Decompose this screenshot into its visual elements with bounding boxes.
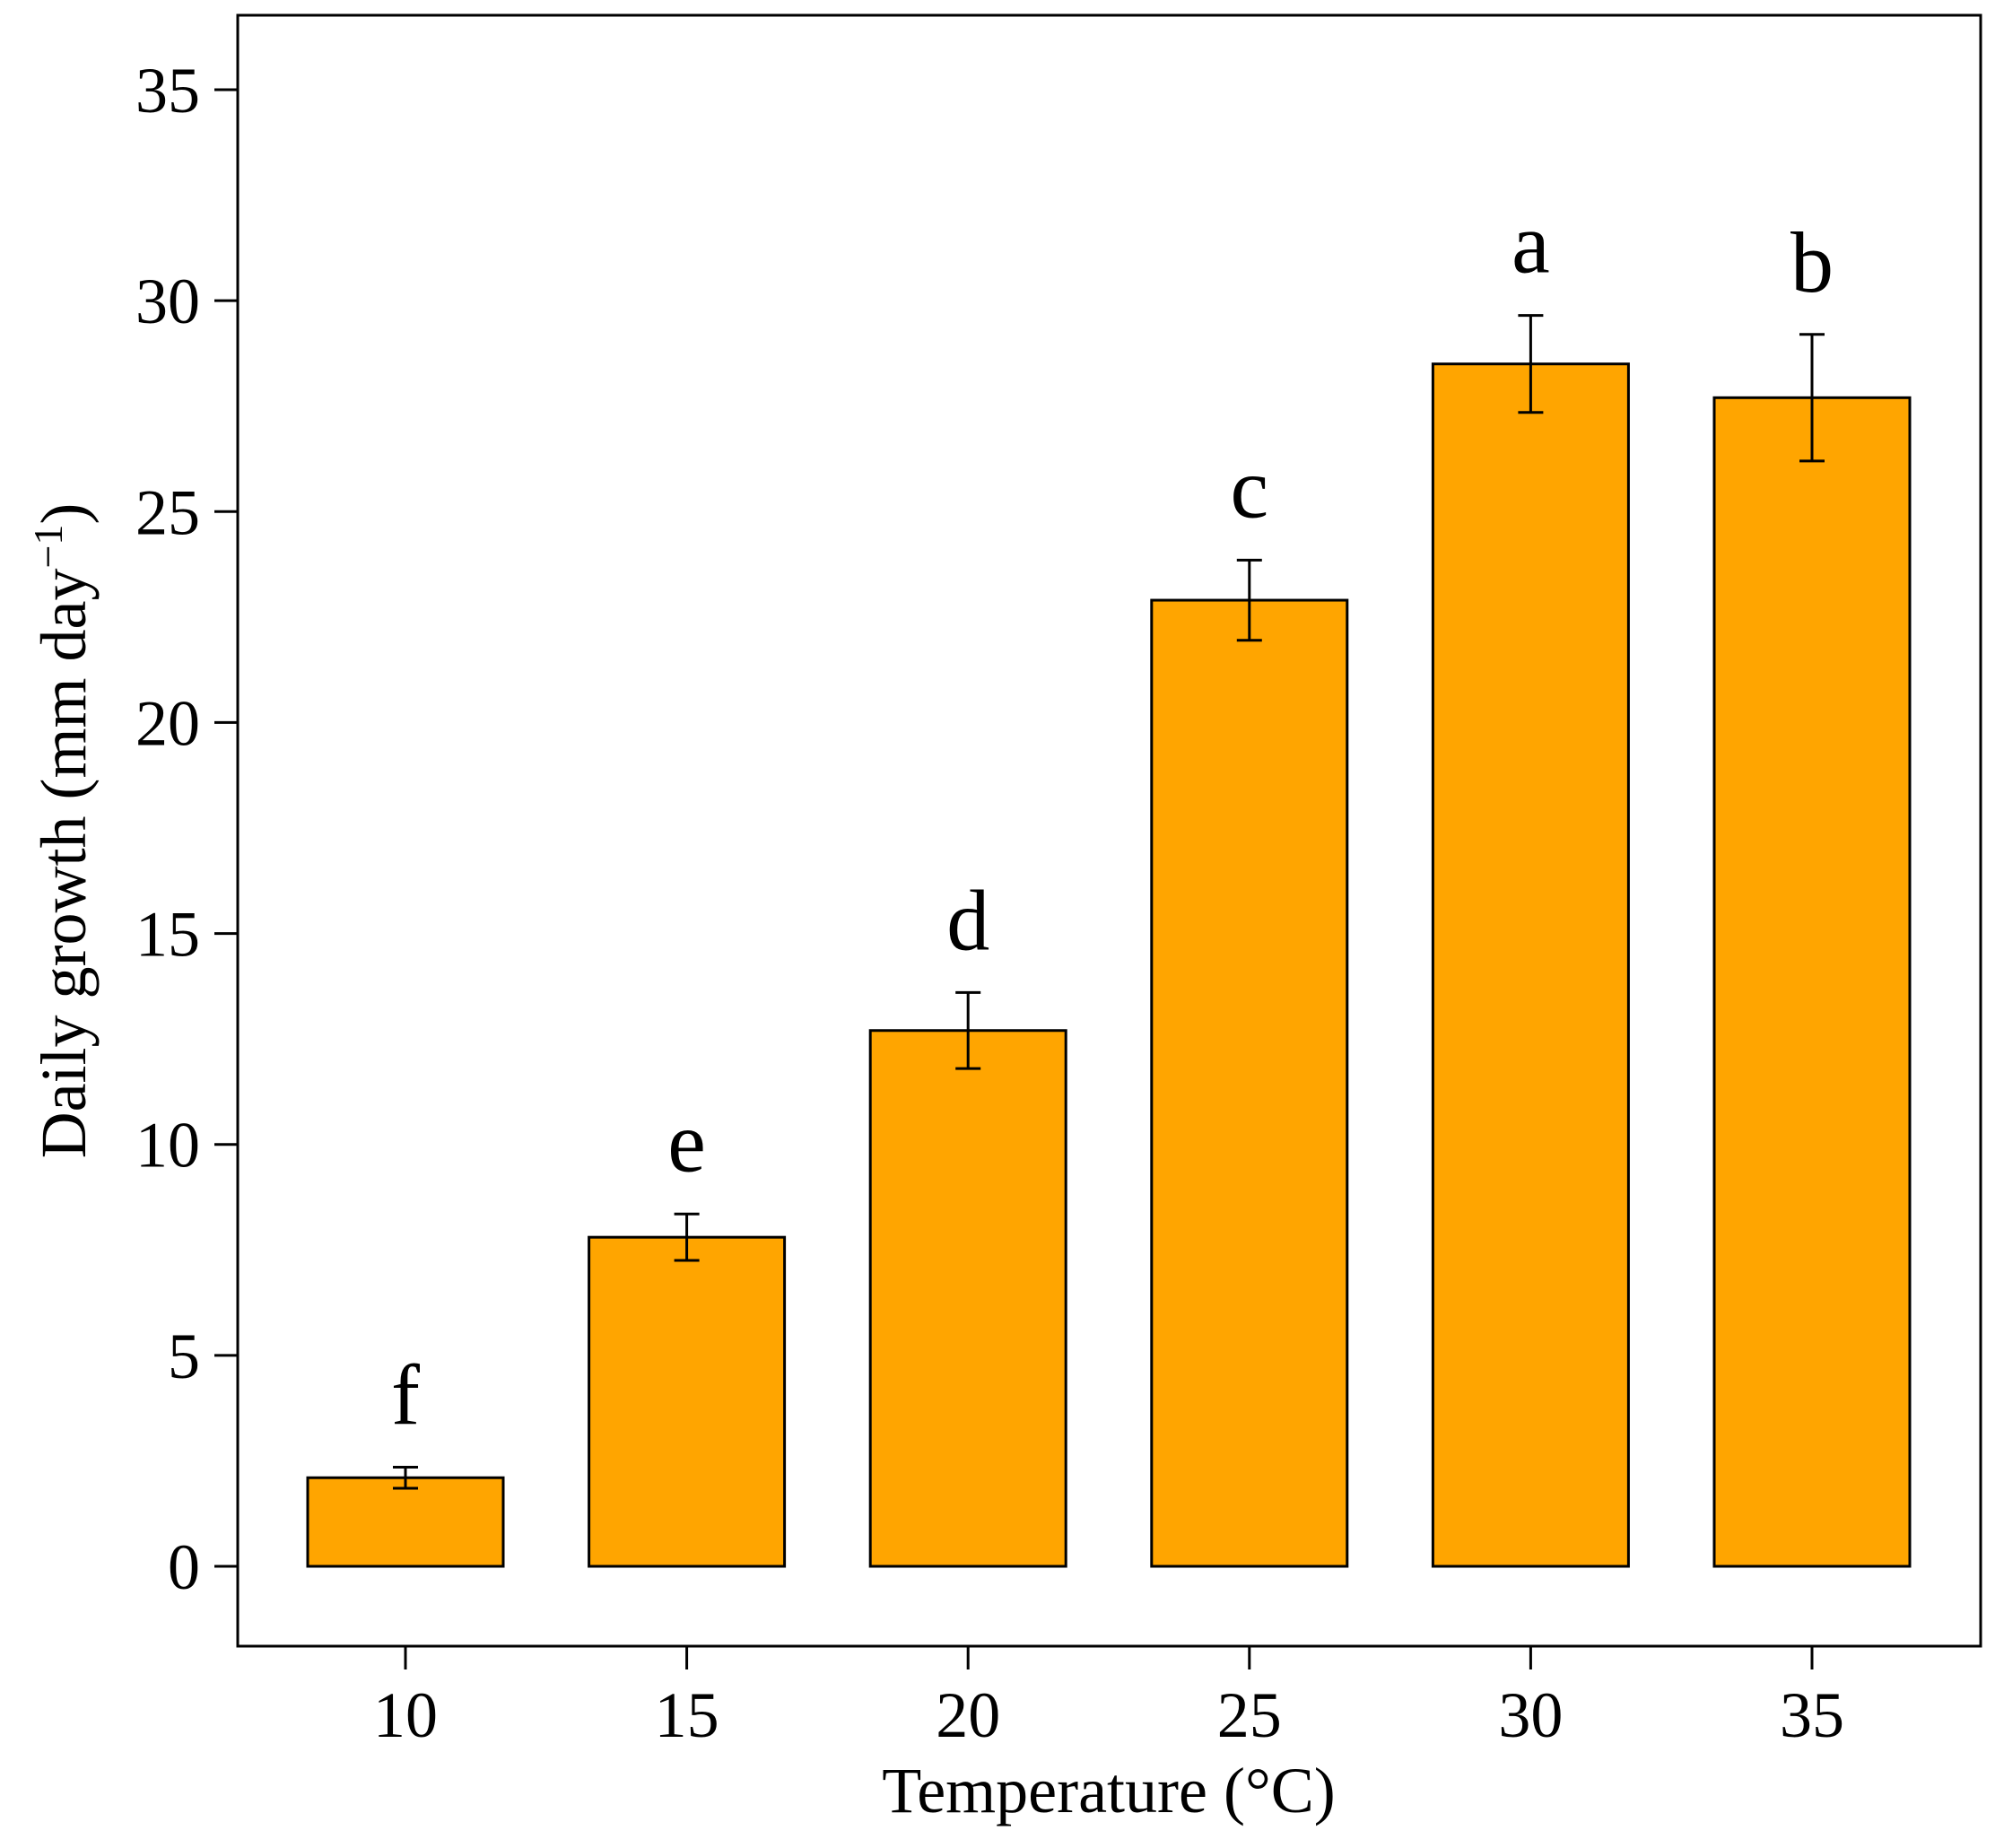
significance-letter-20: d: [946, 872, 989, 968]
y-axis-title-superscript: −1: [25, 525, 71, 569]
error-bar-35: [1799, 333, 1825, 463]
error-bar-25: [1236, 558, 1262, 642]
y-tick-label-5: 5: [168, 1321, 200, 1392]
bar-25: [1150, 598, 1349, 1568]
x-tick-label-10: 10: [373, 1679, 438, 1751]
y-tick-label-10: 10: [135, 1110, 200, 1181]
x-tick-label-20: 20: [936, 1679, 1000, 1751]
x-tick-label-30: 30: [1498, 1679, 1563, 1751]
y-axis-title: Daily growth (mm day−1): [25, 503, 100, 1159]
error-bars: [393, 314, 1825, 1490]
error-bar-15: [674, 1212, 700, 1262]
y-axis-title-close: ): [28, 503, 100, 525]
y-tick-label-30: 30: [135, 266, 200, 337]
significance-letter-15: e: [667, 1094, 706, 1190]
y-tick-label-15: 15: [135, 899, 200, 971]
plot-frame: [236, 13, 1982, 1648]
bars: [306, 362, 1912, 1568]
bar-15: [588, 1235, 787, 1568]
bar-20: [868, 1029, 1067, 1568]
significance-letter-30: a: [1511, 196, 1550, 292]
x-axis-title: Temperature (°C): [882, 1755, 1336, 1826]
x-tick-label-35: 35: [1780, 1679, 1844, 1751]
error-bar-10: [393, 1465, 418, 1490]
y-axis: 0 5 10 15 20 25 30 35: [135, 55, 238, 1603]
y-axis-title-main: Daily growth (mm day: [28, 569, 100, 1159]
x-axis: 10 15 20 25 30 35: [373, 1646, 1844, 1751]
y-tick-label-35: 35: [135, 55, 200, 126]
x-tick-label-15: 15: [655, 1679, 719, 1751]
error-bar-30: [1518, 314, 1544, 414]
significance-letter-25: c: [1230, 440, 1268, 536]
bar-35: [1712, 396, 1912, 1568]
bar-10: [306, 1476, 505, 1568]
bar-30: [1431, 362, 1630, 1568]
y-tick-label-0: 0: [168, 1531, 200, 1603]
significance-letter-35: b: [1790, 214, 1834, 310]
significance-letter-10: f: [391, 1347, 420, 1443]
significance-letters: f e d c a b: [391, 196, 1834, 1443]
error-bar-20: [955, 990, 981, 1070]
y-tick-label-25: 25: [135, 476, 200, 548]
x-tick-label-25: 25: [1217, 1679, 1282, 1751]
y-tick-label-20: 20: [135, 687, 200, 759]
